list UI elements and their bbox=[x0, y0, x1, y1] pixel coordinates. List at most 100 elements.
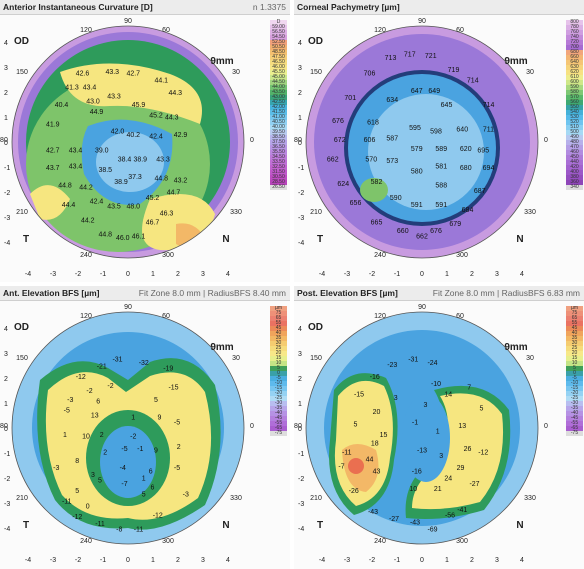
angle-label: 180 bbox=[0, 137, 8, 144]
angle-label: 60 bbox=[162, 27, 170, 34]
x-tick-label: -3 bbox=[344, 557, 350, 564]
scale-step: 5 bbox=[566, 366, 583, 371]
map-value: -12 bbox=[153, 512, 163, 519]
scale-step: 40 bbox=[566, 331, 583, 336]
map-value: -1 bbox=[137, 446, 143, 453]
scale-step: 610 bbox=[566, 75, 583, 80]
y-tick-label: 4 bbox=[298, 326, 302, 333]
y-tick-label: 2 bbox=[4, 90, 8, 97]
map-value: -41 bbox=[457, 507, 467, 514]
map-value: -5 bbox=[174, 465, 180, 472]
y-tick-label: -4 bbox=[298, 240, 304, 247]
x-tick-label: 1 bbox=[151, 557, 155, 564]
y-tick-label: 0 bbox=[298, 140, 302, 147]
scale-step: 0 bbox=[270, 371, 287, 376]
y-tick-label: 0 bbox=[4, 426, 8, 433]
panel-anterior-elevation: Ant. Elevation BFS [µm] Fit Zone 8.0 mm … bbox=[0, 286, 290, 569]
map-value: 587 bbox=[386, 135, 398, 142]
scale-step: 65 bbox=[566, 316, 583, 321]
angle-label: 0 bbox=[250, 423, 254, 430]
panel-title: Ant. Elevation BFS [µm] bbox=[3, 288, 100, 298]
angle-label: 120 bbox=[80, 313, 92, 320]
x-tick-label: -4 bbox=[25, 271, 31, 278]
scale-step: -5 bbox=[566, 376, 583, 381]
scale-step: -30 bbox=[566, 401, 583, 406]
scale-step: 500 bbox=[566, 130, 583, 135]
map-value: 2 bbox=[177, 444, 181, 451]
scale-step: 26.50 bbox=[270, 185, 287, 190]
panel-pachymetry: Corneal Pachymetry [µm] -4 -3 -2 -1 0 1 2 3 4 4 3 2… bbox=[294, 0, 584, 282]
map-value: 48.0 bbox=[126, 204, 140, 211]
angle-label: 180 bbox=[294, 137, 302, 144]
t-label: T bbox=[23, 520, 29, 531]
angle-label: 0 bbox=[250, 137, 254, 144]
scale-step: 55 bbox=[566, 321, 583, 326]
scale-step: 25 bbox=[270, 346, 287, 351]
map-value: 42.7 bbox=[46, 148, 60, 155]
scale-step: 440 bbox=[566, 160, 583, 165]
x-tick-label: 2 bbox=[176, 271, 180, 278]
t-label: T bbox=[23, 234, 29, 245]
angle-90-label: 90 bbox=[418, 18, 426, 25]
map-value: -43 bbox=[368, 509, 378, 516]
y-tick-label: 3 bbox=[4, 351, 8, 358]
scale-step: -55 bbox=[566, 421, 583, 426]
map-value: -27 bbox=[389, 516, 399, 523]
map-value: 5 bbox=[354, 421, 358, 428]
angle-label: 60 bbox=[456, 27, 464, 34]
x-tick-label: -1 bbox=[100, 557, 106, 564]
map-value: -5 bbox=[64, 407, 70, 414]
panel-header: Post. Elevation BFS [µm] Fit Zone 8.0 mm… bbox=[294, 286, 584, 301]
scale-step: 0 bbox=[566, 371, 583, 376]
y-tick-label: 4 bbox=[4, 40, 8, 47]
panel-info: Fit Zone 8.0 mm | RadiusBFS 8.40 mm bbox=[138, 288, 286, 298]
map-values: -21-31 -32-19-12-2-2 -15-3 6 5-513 1 9-51 10 2 -2… bbox=[53, 357, 189, 534]
scale-step: 65 bbox=[270, 316, 287, 321]
y-tick-label: 2 bbox=[4, 376, 8, 383]
map-value: -12 bbox=[76, 374, 86, 381]
n-label: N bbox=[516, 234, 523, 245]
map-value: -26 bbox=[349, 488, 359, 495]
map-value: 679 bbox=[449, 221, 461, 228]
angle-90-label: 90 bbox=[418, 304, 426, 311]
scale-step: 340 bbox=[566, 185, 583, 190]
scale-step: µm bbox=[270, 306, 287, 311]
x-tick-label: 1 bbox=[445, 557, 449, 564]
map-value: 46.1 bbox=[132, 233, 146, 240]
x-tick-label: 4 bbox=[226, 271, 230, 278]
map-value: 591 bbox=[411, 202, 423, 209]
eye-label-od: OD bbox=[308, 36, 323, 47]
angle-label: 30 bbox=[526, 355, 534, 362]
map-border bbox=[305, 25, 539, 259]
map-value: 45.9 bbox=[132, 102, 146, 109]
scale-step: 490 bbox=[566, 135, 583, 140]
y-tick-label: -3 bbox=[4, 215, 10, 222]
x-tick-label: -1 bbox=[394, 271, 400, 278]
scale-step: 41.50 bbox=[270, 110, 287, 115]
x-tick-label: -3 bbox=[50, 557, 56, 564]
scale-step: 720 bbox=[566, 40, 583, 45]
n-label: N bbox=[516, 520, 523, 531]
angle-label: 120 bbox=[374, 313, 386, 320]
map-value: 3 bbox=[91, 472, 95, 479]
map-value: 42.9 bbox=[174, 132, 188, 139]
y-tick-label: -2 bbox=[298, 190, 304, 197]
map-value: 5 bbox=[154, 397, 158, 404]
color-scale: 800 780 760 740 720 700 680 660 640 630 620 610 600 5… bbox=[566, 20, 583, 190]
angle-label: 240 bbox=[80, 538, 92, 545]
map-value: 645 bbox=[441, 102, 453, 109]
map-value: -12 bbox=[478, 449, 488, 456]
scale-step: 620 bbox=[566, 70, 583, 75]
scale-step: 580 bbox=[566, 90, 583, 95]
scale-step: -75 bbox=[270, 431, 287, 436]
scale-step: 680 bbox=[566, 50, 583, 55]
map-value: 38.9 bbox=[133, 156, 147, 163]
map-fill bbox=[306, 26, 538, 258]
t-label: T bbox=[317, 520, 323, 531]
scale-step: -75 bbox=[566, 431, 583, 436]
scale-step: 20 bbox=[566, 351, 583, 356]
map-value: 618 bbox=[367, 120, 379, 127]
x-tick-label: 2 bbox=[470, 557, 474, 564]
